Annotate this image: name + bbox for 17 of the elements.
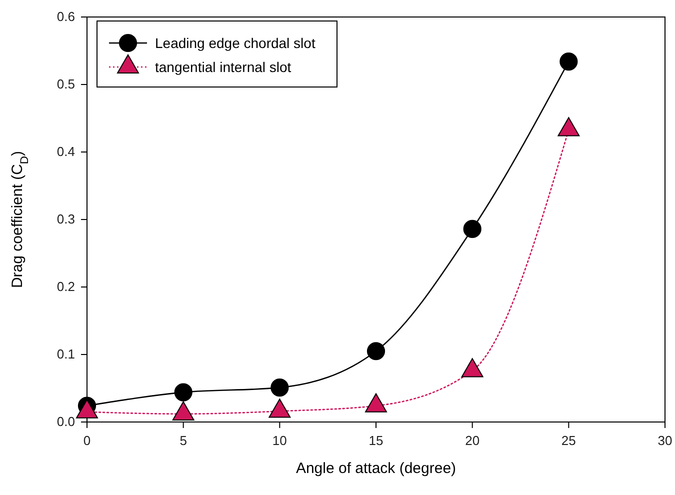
y-tick-label: 0.2: [56, 279, 75, 294]
y-tick-label: 0.1: [56, 346, 75, 362]
x-tick-label: 10: [272, 433, 287, 448]
x-tick-label: 30: [658, 433, 672, 448]
x-tick-label: 0: [83, 433, 91, 448]
y-tick-label: 0.4: [56, 144, 75, 160]
x-axis-title: Angle of attack (degree): [296, 460, 456, 477]
y-tick-label: 0.3: [56, 212, 75, 227]
legend-label: tangential internal slot: [155, 59, 292, 75]
x-tick-label: 20: [465, 433, 480, 448]
y-tick-label: 0.0: [56, 414, 75, 430]
legend-label: Leading edge chordal slot: [155, 35, 316, 51]
y-tick-label: 0.6: [56, 9, 75, 24]
x-tick-label: 15: [368, 433, 384, 448]
y-tick-label: 0.5: [56, 76, 75, 92]
x-tick-label: 25: [561, 433, 576, 448]
x-tick-label: 5: [180, 433, 187, 448]
